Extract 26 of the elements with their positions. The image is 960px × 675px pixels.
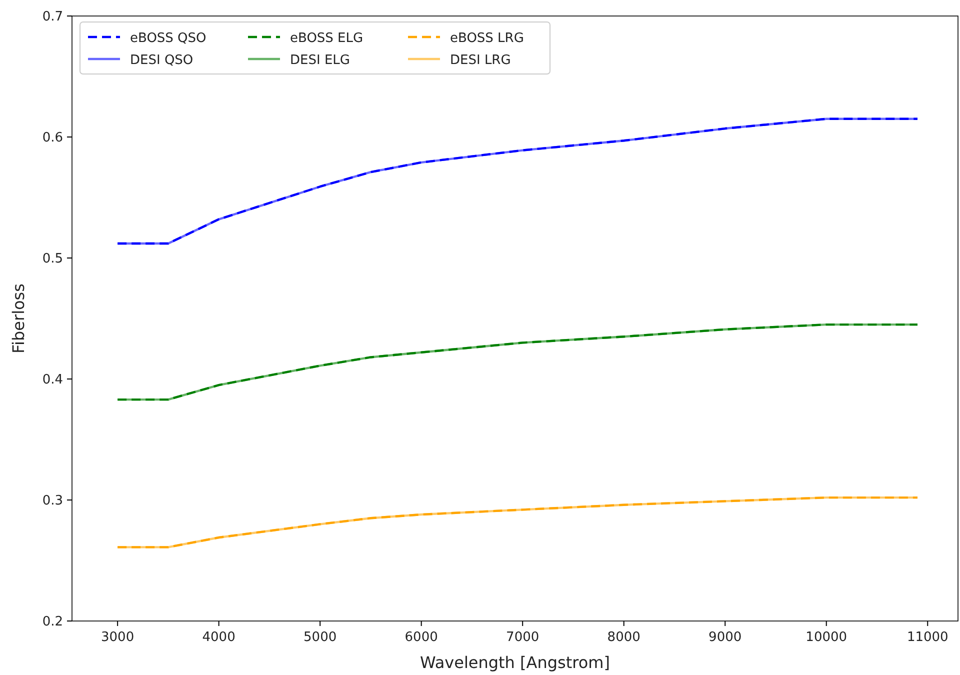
x-tick-label: 11000: [906, 630, 948, 645]
y-tick-label: 0.3: [42, 494, 63, 508]
y-tick-label: 0.7: [42, 10, 63, 24]
y-tick-label: 0.6: [42, 130, 63, 146]
x-tick-label: 6000: [404, 630, 438, 645]
legend-label: DESI QSO: [130, 53, 194, 68]
legend-label: DESI LRG: [450, 53, 511, 68]
x-tick-label: 3000: [101, 630, 134, 645]
y-tick-label: 0.2: [42, 614, 63, 630]
x-tick-label: 5000: [304, 630, 337, 645]
line-series: [116, 118, 919, 245]
x-tick-label: 9000: [708, 630, 742, 645]
legend-label: eBOSS ELG: [290, 31, 364, 46]
x-tick-label: 7000: [506, 630, 540, 645]
line-series: [116, 496, 919, 548]
y-axis-title: Fiberloss: [9, 284, 28, 354]
y-tick-label: 0.5: [42, 252, 63, 266]
legend-label: eBOSS QSO: [130, 31, 206, 46]
line-series: [116, 323, 919, 401]
legend-label: DESI ELG: [290, 53, 350, 68]
legend-label: eBOSS LRG: [450, 31, 524, 46]
x-tick-label: 4000: [202, 630, 236, 645]
x-tick-label: 10000: [806, 630, 848, 645]
y-tick-label: 0.4: [42, 372, 63, 388]
x-axis-title: Wavelength [Angstrom]: [420, 653, 610, 672]
x-tick-label: 8000: [607, 630, 640, 645]
